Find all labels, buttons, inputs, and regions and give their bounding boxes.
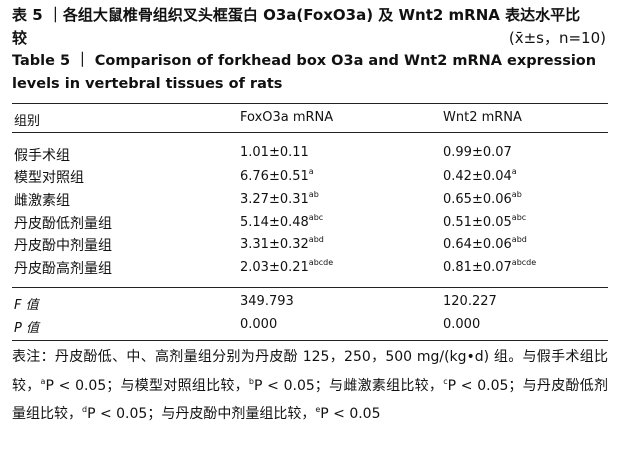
value-cell: 5.14±0.48abc [240, 213, 323, 230]
header-cell: Wnt2 mRNA [443, 110, 522, 125]
value-cell: 6.76±0.51a [240, 167, 314, 184]
bottom-rule [12, 340, 608, 341]
superscript: ab [511, 190, 522, 199]
superscript: abc [308, 213, 324, 222]
note-superscript: a [40, 376, 46, 386]
value: 0.42±0.04 [443, 169, 512, 184]
note-text: P < 0.05；与雌激素组比较， [254, 377, 444, 394]
group-cell: 雌激素组 [14, 193, 70, 209]
superscript: abcde [308, 258, 334, 267]
value-cell: 0.81±0.07abcde [443, 258, 536, 275]
note-text: 表注：丹皮酚低、中、高剂量组分别为丹皮酚 125，250，500 mg/(kg•… [12, 349, 608, 394]
note-superscript: b [248, 376, 254, 386]
note-text: P < 0.05 [320, 406, 381, 422]
value: 0.81±0.07 [443, 260, 512, 275]
group-cell: 丹皮酚中剂量组 [14, 238, 112, 254]
top-rule [12, 103, 608, 104]
value: 0.65±0.06 [443, 192, 512, 207]
stat-note: (x̄±s，n=10) [508, 29, 606, 47]
note-superscript: d [82, 405, 88, 414]
value-cell: 3.27±0.31ab [240, 190, 319, 207]
value-cell: 0.65±0.06ab [443, 190, 522, 207]
note-text: P < 0.05；与丹皮酚中剂量组比较， [87, 406, 316, 422]
stat-label: P 值 [14, 321, 39, 336]
header-cell: FoxO3a mRNA [240, 110, 334, 125]
stat-label: F 值 [14, 298, 39, 313]
group-cell: 丹皮酚高剂量组 [14, 261, 112, 277]
superscript: abc [511, 213, 527, 222]
stat-value: 349.793 [240, 294, 294, 309]
value: 3.31±0.32 [240, 237, 309, 252]
value-cell: 1.01±0.11 [240, 145, 309, 160]
header-cell: 组别 [14, 114, 41, 129]
superscript: a [511, 167, 517, 176]
note: 表注：丹皮酚低、中、高剂量组分别为丹皮酚 125，250，500 mg/(kg•… [12, 345, 608, 427]
value: 2.03±0.21 [240, 260, 309, 275]
group-cell: 丹皮酚低剂量组 [14, 216, 112, 232]
stat-value: 0.000 [240, 317, 278, 332]
note-superscript: c [443, 376, 448, 386]
title-cn: 表 5 ｜各组大鼠椎骨组织叉头框蛋白 O3a(FoxO3a) 及 Wnt2 mR… [12, 6, 581, 47]
superscript: ab [308, 190, 319, 199]
note-superscript: e [315, 405, 321, 414]
value: 0.51±0.05 [443, 215, 512, 230]
value-cell: 0.64±0.06abd [443, 235, 527, 252]
note-text: P < 0.05；与模型对照组比较， [45, 377, 249, 394]
value-cell: 0.42±0.04a [443, 167, 517, 184]
superscript: a [308, 167, 314, 176]
superscript: abd [511, 235, 527, 244]
superscript: abd [308, 235, 324, 244]
value-cell: 2.03±0.21abcde [240, 258, 333, 275]
group-cell: 假手术组 [14, 148, 70, 164]
note-text: P < 0.05；与丹皮酚低剂量组比较， [12, 377, 609, 423]
value: 1.01±0.11 [240, 145, 309, 160]
superscript: abcde [511, 258, 537, 267]
mid-rule [12, 287, 608, 288]
group-cell: 模型对照组 [14, 170, 84, 186]
value: 6.76±0.51 [240, 169, 309, 184]
title-en: Table 5 ｜ Comparison of forkhead box O3a… [12, 53, 597, 92]
value-cell: 0.51±0.05abc [443, 213, 526, 230]
value: 0.64±0.06 [443, 237, 512, 252]
value: 3.27±0.31 [240, 192, 309, 207]
stat-value: 120.227 [443, 294, 497, 309]
value-cell: 0.99±0.07 [443, 145, 512, 160]
value-cell: 3.31±0.32abd [240, 235, 324, 252]
stat-value: 0.000 [443, 317, 481, 332]
value: 5.14±0.48 [240, 215, 309, 230]
header-rule [12, 132, 608, 133]
value: 0.99±0.07 [443, 145, 512, 160]
